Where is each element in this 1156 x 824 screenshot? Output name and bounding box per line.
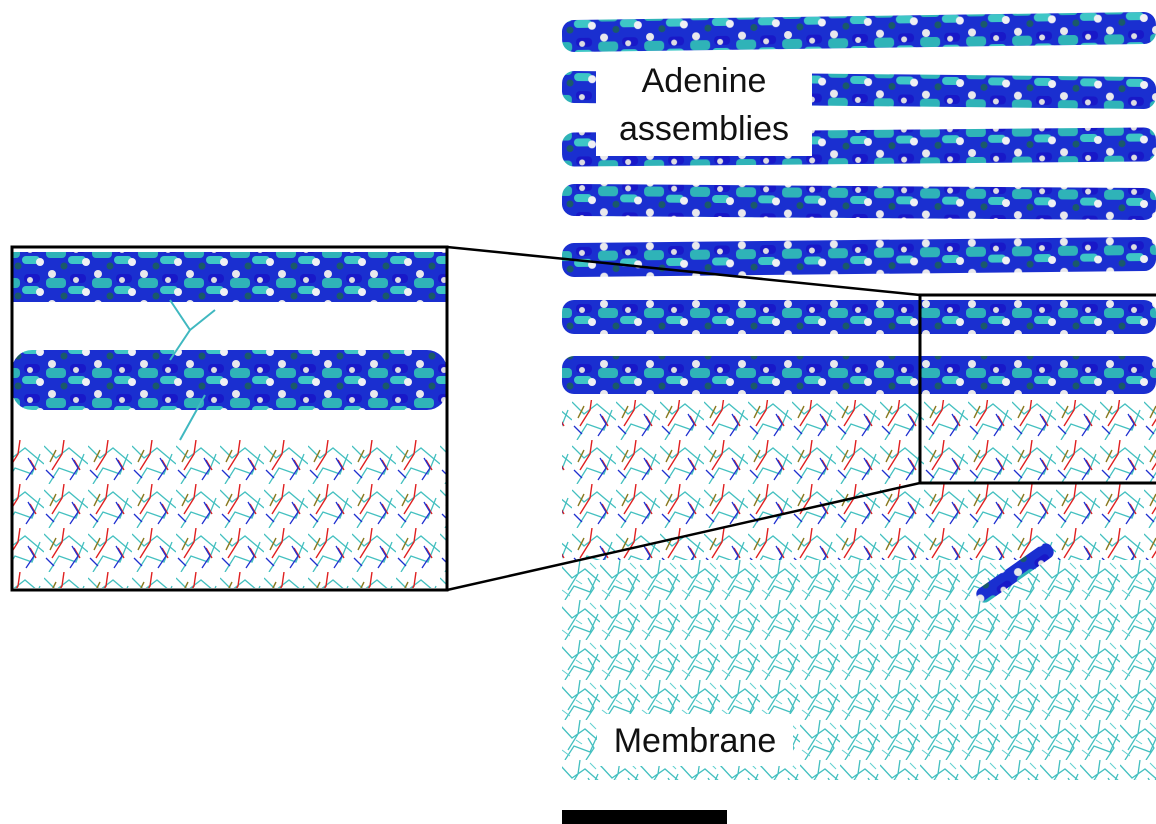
label: assemblies bbox=[619, 110, 789, 148]
inset bbox=[12, 247, 447, 590]
layer bbox=[562, 184, 1156, 220]
figure: Adenine assemblies Membrane bbox=[0, 0, 1156, 824]
layer bbox=[12, 350, 447, 410]
layer bbox=[12, 252, 447, 302]
layer bbox=[562, 237, 1156, 277]
label: Membrane bbox=[614, 722, 777, 760]
layer bbox=[562, 356, 1156, 394]
layer bbox=[562, 300, 1156, 334]
headgroup-region bbox=[12, 440, 447, 588]
label: Adenine bbox=[642, 62, 767, 100]
headgroup-region bbox=[562, 400, 1156, 560]
main-snapshot: Adenine assemblies Membrane bbox=[562, 10, 1156, 780]
scale-bar bbox=[562, 810, 727, 824]
